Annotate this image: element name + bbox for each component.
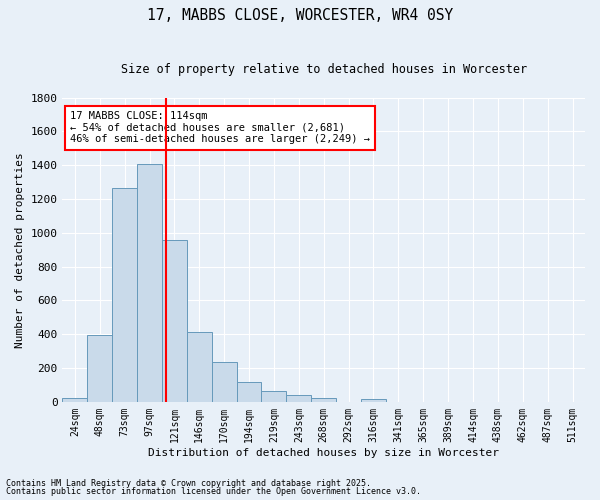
Bar [137,164,162,402]
Bar [187,332,212,402]
Bar [62,398,88,402]
Text: Contains public sector information licensed under the Open Government Licence v3: Contains public sector information licen… [6,487,421,496]
Y-axis label: Number of detached properties: Number of detached properties [15,152,25,348]
Bar [286,395,311,402]
Bar [311,398,336,402]
Bar [361,400,386,402]
Text: 17, MABBS CLOSE, WORCESTER, WR4 0SY: 17, MABBS CLOSE, WORCESTER, WR4 0SY [147,8,453,22]
Bar [262,391,286,402]
Bar [162,240,187,402]
Bar [212,362,236,402]
Title: Size of property relative to detached houses in Worcester: Size of property relative to detached ho… [121,62,527,76]
Text: 17 MABBS CLOSE: 114sqm
← 54% of detached houses are smaller (2,681)
46% of semi-: 17 MABBS CLOSE: 114sqm ← 54% of detached… [70,111,370,144]
Text: Contains HM Land Registry data © Crown copyright and database right 2025.: Contains HM Land Registry data © Crown c… [6,478,371,488]
X-axis label: Distribution of detached houses by size in Worcester: Distribution of detached houses by size … [148,448,499,458]
Bar [236,382,262,402]
Bar [112,188,137,402]
Bar [88,335,112,402]
